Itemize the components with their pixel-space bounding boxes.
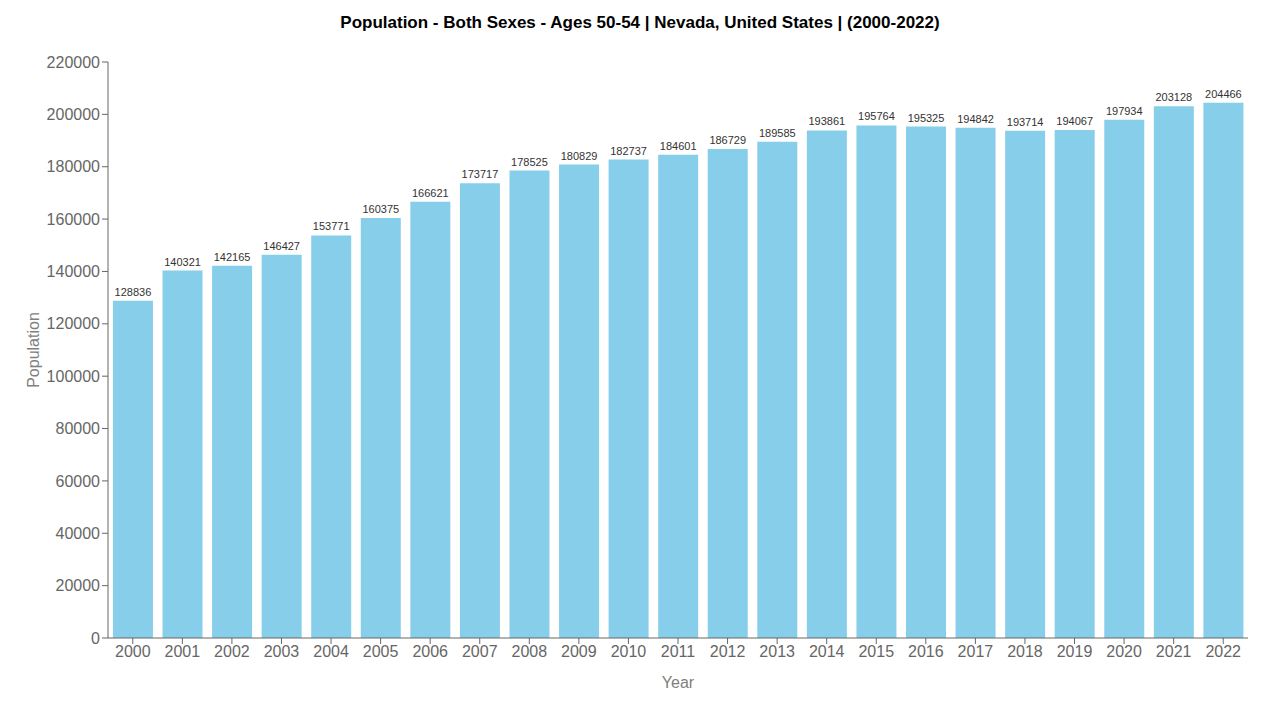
svg-text:195325: 195325 (908, 112, 945, 124)
svg-text:2010: 2010 (611, 643, 647, 660)
svg-text:20000: 20000 (56, 577, 101, 594)
svg-text:Population: Population (25, 312, 42, 388)
svg-text:2014: 2014 (809, 643, 845, 660)
svg-text:220000: 220000 (47, 54, 100, 71)
svg-text:128836: 128836 (115, 286, 152, 298)
svg-text:153771: 153771 (313, 220, 350, 232)
svg-text:2005: 2005 (363, 643, 399, 660)
svg-text:146427: 146427 (263, 240, 300, 252)
svg-text:Year: Year (662, 674, 695, 691)
svg-text:2000: 2000 (115, 643, 151, 660)
svg-text:0: 0 (91, 630, 100, 647)
svg-text:173717: 173717 (462, 168, 499, 180)
svg-text:140000: 140000 (47, 263, 100, 280)
svg-text:2004: 2004 (313, 643, 349, 660)
svg-text:40000: 40000 (56, 525, 101, 542)
svg-text:193714: 193714 (1007, 116, 1044, 128)
svg-text:2007: 2007 (462, 643, 498, 660)
svg-text:160000: 160000 (47, 211, 100, 228)
svg-text:2001: 2001 (165, 643, 201, 660)
svg-text:194067: 194067 (1056, 115, 1093, 127)
svg-text:142165: 142165 (214, 251, 251, 263)
svg-text:197934: 197934 (1106, 105, 1143, 117)
svg-text:120000: 120000 (47, 315, 100, 332)
svg-text:2015: 2015 (858, 643, 894, 660)
svg-text:166621: 166621 (412, 187, 449, 199)
svg-text:2019: 2019 (1057, 643, 1093, 660)
svg-text:2021: 2021 (1156, 643, 1192, 660)
svg-text:186729: 186729 (709, 134, 746, 146)
svg-text:2017: 2017 (958, 643, 994, 660)
svg-text:2006: 2006 (412, 643, 448, 660)
svg-text:180829: 180829 (561, 150, 598, 162)
svg-text:195764: 195764 (858, 110, 895, 122)
svg-text:189585: 189585 (759, 127, 796, 139)
svg-text:2003: 2003 (264, 643, 300, 660)
svg-text:2013: 2013 (759, 643, 795, 660)
svg-text:2018: 2018 (1007, 643, 1043, 660)
svg-text:203128: 203128 (1155, 91, 1192, 103)
svg-text:60000: 60000 (56, 473, 101, 490)
svg-text:140321: 140321 (164, 256, 201, 268)
svg-text:2020: 2020 (1106, 643, 1142, 660)
svg-text:2009: 2009 (561, 643, 597, 660)
svg-text:200000: 200000 (47, 106, 100, 123)
svg-text:160375: 160375 (362, 203, 399, 215)
svg-text:2016: 2016 (908, 643, 944, 660)
html-text:Population - Both Sexes - Ages: Population - Both Sexes - Ages 50-54 | N… (340, 13, 940, 32)
svg-text:2002: 2002 (214, 643, 250, 660)
svg-text:2011: 2011 (661, 643, 696, 660)
svg-text:193861: 193861 (809, 115, 846, 127)
svg-text:194842: 194842 (957, 113, 994, 125)
svg-text:2008: 2008 (512, 643, 548, 660)
svg-text:80000: 80000 (56, 420, 101, 437)
svg-text:204466: 204466 (1205, 88, 1242, 100)
svg-text:2012: 2012 (710, 643, 746, 660)
svg-text:180000: 180000 (47, 158, 100, 175)
svg-text:2022: 2022 (1205, 643, 1241, 660)
svg-text:184601: 184601 (660, 140, 697, 152)
svg-text:182737: 182737 (610, 145, 647, 157)
svg-text:178525: 178525 (511, 156, 548, 168)
svg-text:100000: 100000 (47, 368, 100, 385)
